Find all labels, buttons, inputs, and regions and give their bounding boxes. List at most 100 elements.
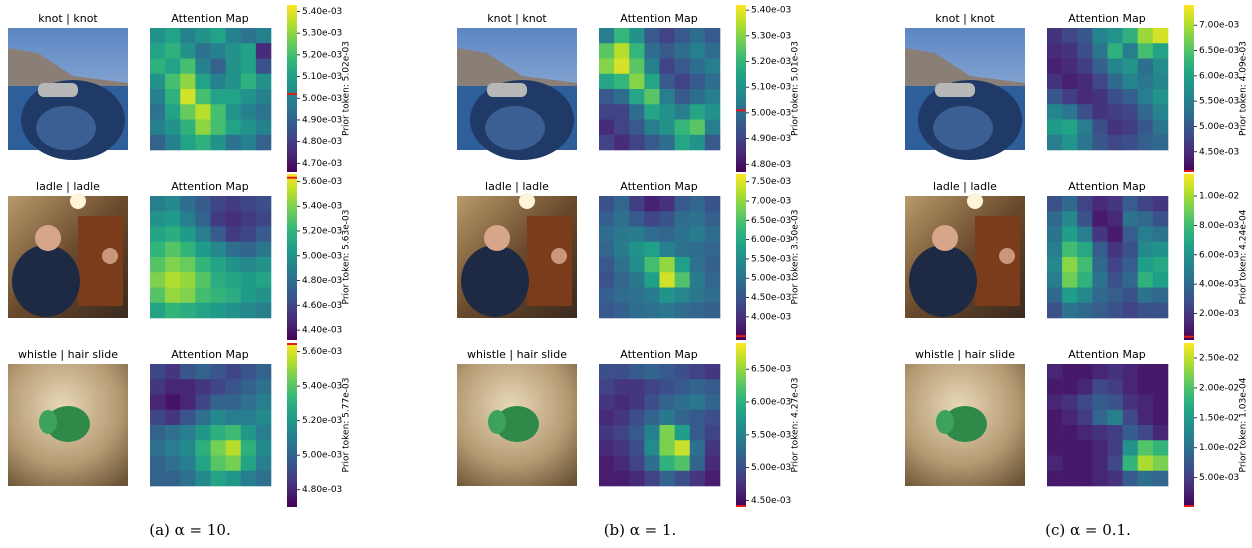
colorbar-tick-label: 6.50e-03 bbox=[1199, 46, 1239, 56]
heatmap-cell bbox=[1062, 288, 1077, 304]
heatmap-cell bbox=[675, 59, 690, 75]
heatmap-cell bbox=[644, 440, 659, 456]
heatmap-cell bbox=[211, 410, 226, 426]
heatmap-cell bbox=[1153, 303, 1168, 319]
colorbar-tick-label: 7.00e-03 bbox=[1199, 21, 1239, 31]
heatmap-cell bbox=[690, 43, 705, 59]
heatmap-cell bbox=[1153, 104, 1168, 120]
heatmap-cell bbox=[1138, 425, 1153, 441]
map-title: Attention Map bbox=[171, 348, 248, 361]
photo-cleat bbox=[38, 83, 78, 97]
heatmap-cell bbox=[629, 303, 644, 319]
heatmap-cell bbox=[195, 364, 210, 380]
colorbar-fill bbox=[736, 5, 746, 172]
heatmap-cell bbox=[599, 196, 614, 212]
heatmap-cell bbox=[1062, 196, 1077, 212]
heatmap-cell bbox=[1092, 242, 1107, 258]
heatmap-cell bbox=[1153, 456, 1168, 472]
heatmap-cell bbox=[705, 135, 720, 151]
heatmap-cell bbox=[150, 227, 165, 243]
heatmap-cell bbox=[629, 425, 644, 441]
heatmap-cell bbox=[1138, 364, 1153, 380]
heatmap-cell bbox=[705, 379, 720, 395]
heatmap-cell bbox=[1077, 104, 1092, 120]
heatmap-cell bbox=[660, 425, 675, 441]
heatmap-cell bbox=[241, 471, 256, 487]
heatmap-cell bbox=[1092, 89, 1107, 105]
heatmap-cell bbox=[599, 440, 614, 456]
photo-cabinet bbox=[78, 216, 123, 306]
heatmap-cell bbox=[180, 211, 195, 227]
heatmap-cell bbox=[1138, 242, 1153, 258]
colorbar-fill bbox=[287, 5, 297, 172]
heatmap-cell bbox=[150, 59, 165, 75]
heatmap-cell bbox=[1047, 303, 1062, 319]
heatmap-cell bbox=[629, 395, 644, 411]
heatmap-cell bbox=[165, 288, 180, 304]
heatmap-cell bbox=[256, 364, 271, 380]
heatmap-cell bbox=[705, 364, 720, 380]
heatmap-cell bbox=[1062, 242, 1077, 258]
image-title: ladle | ladle bbox=[485, 180, 549, 193]
colorbar-tick-label: 4.80e-03 bbox=[302, 485, 342, 495]
colorbar-tick-label: 4.50e-03 bbox=[751, 293, 791, 303]
heatmap-cell bbox=[226, 456, 241, 472]
heatmap-cell bbox=[226, 211, 241, 227]
heatmap-cell bbox=[165, 471, 180, 487]
heatmap-cell bbox=[629, 471, 644, 487]
colorbar-fill bbox=[1184, 5, 1194, 172]
heatmap-cell bbox=[165, 227, 180, 243]
heatmap-cell bbox=[1047, 74, 1062, 90]
heatmap-cell bbox=[1092, 135, 1107, 151]
heatmap-cell bbox=[256, 211, 271, 227]
heatmap-cell bbox=[705, 28, 720, 44]
heatmap-cell bbox=[1138, 440, 1153, 456]
heatmap-cell bbox=[705, 120, 720, 136]
heatmap-cell bbox=[150, 211, 165, 227]
heatmap-cell bbox=[165, 196, 180, 212]
heatmap-cell bbox=[675, 288, 690, 304]
heatmap-cell bbox=[1047, 120, 1062, 136]
heatmap-cell bbox=[256, 395, 271, 411]
heatmap-cell bbox=[614, 74, 629, 90]
heatmap-cell bbox=[675, 456, 690, 472]
colorbar-label: Prior token: 1.03e-04 bbox=[1239, 377, 1249, 472]
heatmap-cell bbox=[1092, 28, 1107, 44]
heatmap-cell bbox=[1153, 471, 1168, 487]
heatmap-cell bbox=[256, 456, 271, 472]
heatmap-cell bbox=[1092, 410, 1107, 426]
heatmap-cell bbox=[180, 242, 195, 258]
heatmap-cell bbox=[241, 135, 256, 151]
photo-cleat bbox=[935, 83, 975, 97]
colorbar-tick-label: 4.40e-03 bbox=[302, 326, 342, 336]
heatmap-cell bbox=[256, 196, 271, 212]
heatmap-cell bbox=[705, 196, 720, 212]
heatmap-cell bbox=[705, 74, 720, 90]
heatmap-cell bbox=[1108, 379, 1123, 395]
heatmap-cell bbox=[1123, 379, 1138, 395]
heatmap-cell bbox=[660, 471, 675, 487]
heatmap-cell bbox=[180, 379, 195, 395]
colorbar-label: Prior token: 4.27e-03 bbox=[791, 378, 801, 473]
image-title: ladle | ladle bbox=[36, 180, 100, 193]
photo bbox=[8, 364, 128, 486]
heatmap-cell bbox=[1077, 135, 1092, 151]
colorbar-tick-label: 6.50e-03 bbox=[751, 365, 791, 375]
heatmap-cell bbox=[1153, 59, 1168, 75]
heatmap-cell bbox=[241, 288, 256, 304]
heatmap-cell bbox=[1092, 59, 1107, 75]
image-title: knot | knot bbox=[38, 12, 98, 25]
colorbar-tick-label: 4.60e-03 bbox=[302, 301, 342, 311]
heatmap-cell bbox=[1047, 364, 1062, 380]
heatmap-cell bbox=[1108, 59, 1123, 75]
heatmap-cell bbox=[1108, 104, 1123, 120]
colorbar-tick-label: 5.00e-03 bbox=[751, 108, 791, 118]
heatmap-cell bbox=[150, 410, 165, 426]
heatmap-cell bbox=[1077, 288, 1092, 304]
heatmap-cell bbox=[1123, 89, 1138, 105]
heatmap-cell bbox=[1153, 227, 1168, 243]
heatmap-cell bbox=[614, 89, 629, 105]
colorbar-tick-label: 4.00e-03 bbox=[751, 312, 791, 322]
colorbar-tick-label: 5.00e-03 bbox=[751, 274, 791, 284]
heatmap-cell bbox=[241, 28, 256, 44]
